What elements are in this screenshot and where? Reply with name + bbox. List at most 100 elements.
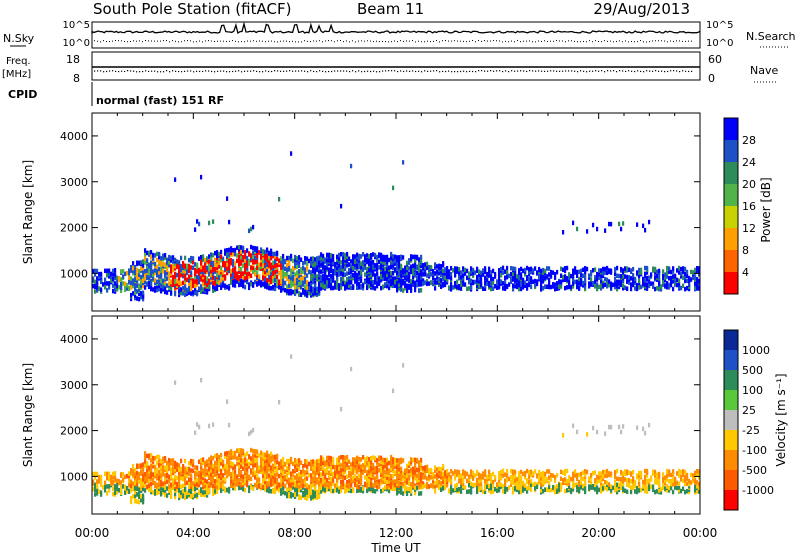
power-cell — [380, 264, 383, 269]
power-cell — [124, 281, 127, 286]
power-cell — [296, 289, 299, 294]
power-cell — [146, 268, 149, 274]
power-cell — [532, 268, 535, 273]
velocity-cell — [228, 450, 231, 456]
power-cell — [182, 263, 185, 268]
velocity-cell — [94, 471, 97, 477]
power-cell — [328, 283, 331, 289]
power-cell — [208, 264, 211, 269]
power-cell — [594, 275, 597, 280]
power-cell — [170, 269, 173, 274]
velocity-cell — [158, 475, 161, 481]
power-cell — [188, 285, 191, 290]
power-cell — [258, 262, 261, 268]
power-cell — [538, 273, 541, 279]
power-cell — [290, 288, 293, 294]
velocity-cell — [176, 475, 179, 481]
power-cell — [284, 271, 287, 277]
nsearch-dot — [559, 40, 560, 42]
velocity-cell — [126, 486, 129, 491]
velocity-cell — [280, 459, 283, 464]
power-cell — [550, 269, 553, 275]
power-cell — [368, 284, 371, 289]
nsearch-dot — [469, 40, 470, 42]
power-cell — [360, 261, 363, 266]
nsearch-dot — [286, 40, 287, 42]
power-cell — [542, 267, 545, 273]
velocity-cell — [318, 462, 321, 467]
velocity-cell — [392, 479, 395, 484]
nave-dot — [331, 70, 333, 73]
velocity-cell — [326, 468, 329, 474]
velocity-cell — [154, 481, 157, 486]
nave-dot — [664, 71, 666, 73]
power-cell — [480, 274, 483, 280]
velocity-cell — [410, 459, 413, 464]
nsearch-dot — [535, 41, 536, 43]
power-cell — [518, 270, 521, 276]
power-cell — [342, 258, 345, 263]
power-cell — [112, 288, 115, 294]
velocity-cell — [288, 482, 291, 487]
nave-dot — [391, 70, 393, 72]
power-cell — [550, 284, 553, 290]
power-cell — [368, 261, 371, 267]
power-cell — [204, 265, 207, 270]
velocity-cell — [166, 479, 169, 484]
velocity-cell — [212, 474, 215, 479]
power-cell — [446, 276, 449, 282]
velocity-cell — [422, 484, 425, 489]
power-cell — [248, 251, 251, 256]
nsearch-dot — [97, 40, 98, 42]
velocity-cell — [146, 453, 149, 459]
power-cell — [200, 289, 203, 294]
velocity-cell — [388, 460, 391, 466]
nave-dot — [595, 70, 597, 72]
power-cell — [352, 266, 355, 271]
velocity-cell — [210, 480, 213, 486]
power-cell — [466, 286, 469, 292]
power-cell — [104, 285, 107, 290]
power-cell — [264, 266, 267, 271]
power-cell — [304, 276, 307, 282]
velocity-cell — [256, 449, 259, 454]
velocity-cell — [406, 468, 409, 474]
nave-dot — [580, 70, 582, 72]
velocity-cell — [432, 472, 435, 477]
velocity-cell — [226, 456, 229, 462]
velocity-cell — [270, 457, 273, 463]
velocity-cell — [134, 471, 137, 477]
power-cell — [502, 270, 505, 275]
nave-dot — [568, 70, 570, 72]
power-cell — [324, 280, 327, 285]
power-cell — [300, 257, 303, 262]
velocity-cell — [396, 458, 399, 463]
nsearch-dot — [685, 40, 686, 42]
power-cell — [170, 255, 173, 260]
power-cell — [250, 256, 253, 261]
power-cell — [248, 261, 251, 266]
power-cell — [282, 283, 285, 288]
power-cell — [234, 247, 237, 253]
power-cell — [298, 284, 301, 290]
velocity-cell — [314, 460, 317, 465]
power-cell — [196, 219, 199, 224]
velocity-cell — [164, 488, 167, 493]
nave-dot — [316, 71, 318, 73]
velocity-cell — [276, 481, 279, 486]
power-cell — [524, 272, 527, 277]
power-cell — [216, 250, 219, 255]
nave-dot — [199, 70, 201, 73]
velocity-cell — [352, 457, 355, 462]
velocity-cell — [306, 468, 309, 473]
nsearch-dot — [589, 40, 590, 42]
velocity-cell — [182, 483, 185, 489]
power-cell — [130, 296, 133, 302]
velocity-cell — [264, 466, 267, 472]
velocity-cell — [148, 453, 151, 458]
velocity-cell — [140, 477, 143, 483]
velocity-cell — [324, 483, 327, 488]
velocity-cell — [240, 485, 243, 490]
power-cell — [524, 283, 527, 288]
nsearch-dot — [583, 40, 584, 42]
